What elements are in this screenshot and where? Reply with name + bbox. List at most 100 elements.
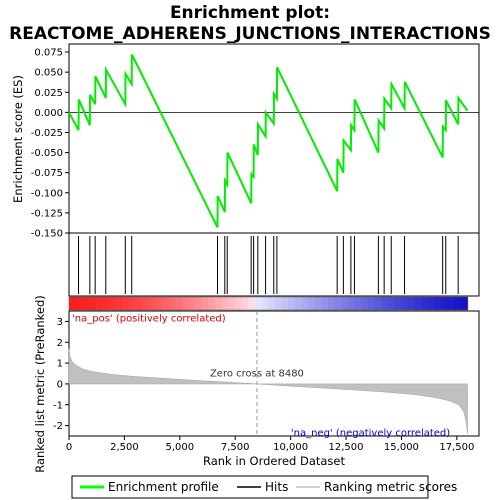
- metric-x-ticks: 0 2,500 5,000 7,500 10,000 12,500 15,000 17,500: [66, 436, 474, 453]
- color-bar-segment: [294, 297, 303, 310]
- color-bar-segment: [440, 297, 449, 310]
- chart-title-line2: REACTOME_ADHERENS_JUNCTIONS_INTERACTIONS: [9, 24, 491, 44]
- color-bar-segment: [308, 297, 316, 310]
- x-tick-label: 12,500: [329, 442, 364, 453]
- metric-y-tick-label: 2: [57, 338, 63, 349]
- color-bar-segment: [288, 297, 296, 310]
- color-bar-segment: [115, 297, 123, 310]
- negative-correlation-label: 'na_neg' (negatively correlated): [291, 428, 450, 439]
- es-panel-frame: [68, 43, 480, 234]
- color-bar-segment: [434, 297, 442, 310]
- color-bar-segment: [274, 297, 283, 310]
- color-bar-segment: [128, 297, 137, 310]
- color-bar-segment: [142, 297, 150, 310]
- color-bar-segment: [122, 297, 130, 310]
- color-bar-segment: [367, 297, 376, 310]
- legend-label: Hits: [265, 480, 288, 494]
- color-bar-segment: [301, 297, 309, 310]
- color-bar-segment: [102, 297, 110, 310]
- legend: Enrichment profile Hits Ranking metric sco…: [80, 480, 457, 494]
- es-y-tick-label: -0.100: [31, 188, 63, 199]
- color-bar-segment: [334, 297, 342, 310]
- color-bar-segment: [155, 297, 163, 310]
- color-bar-segment: [374, 297, 382, 310]
- color-bar-segment: [454, 297, 462, 310]
- metric-y-tick-label: 3: [57, 317, 63, 328]
- x-tick-label: 0: [66, 442, 72, 453]
- color-bar-segment: [341, 297, 349, 310]
- legend-label: Ranking metric scores: [324, 480, 457, 494]
- es-y-ticks: 0.075 0.050 0.025 0.000 -0.025 -0.050 -0.075 -0…: [31, 48, 69, 240]
- es-y-tick-label: -0.125: [31, 208, 63, 219]
- color-bar-segment: [268, 297, 276, 310]
- color-bar-segment: [248, 297, 256, 310]
- color-bar-segment: [354, 297, 362, 310]
- x-tick-label: 10,000: [273, 442, 308, 453]
- metric-y-ticks: 3 2 1 0 -1 -2: [53, 317, 69, 432]
- color-bar-segment: [420, 297, 429, 310]
- color-bar-segment: [447, 297, 455, 310]
- color-bar-segment: [254, 297, 263, 310]
- metric-y-axis-label: Ranked list metric (PreRanked): [33, 295, 47, 473]
- es-y-tick-label: -0.050: [31, 148, 63, 159]
- color-bar-segment: [281, 297, 289, 310]
- color-bar-segment: [427, 297, 435, 310]
- color-bar-segment: [69, 297, 77, 310]
- color-bar-segment: [361, 297, 369, 310]
- color-bar-segment: [195, 297, 203, 310]
- color-bar-segment: [175, 297, 183, 310]
- hit-marks: [78, 236, 459, 294]
- color-bar-segment: [148, 297, 156, 310]
- color-bar-segment: [401, 297, 409, 310]
- color-bar-segment: [381, 297, 389, 310]
- x-tick-label: 15,000: [384, 442, 419, 453]
- positive-correlation-label: 'na_pos' (positively correlated): [72, 313, 226, 324]
- color-bar-segment: [241, 297, 249, 310]
- color-bar-segment: [221, 297, 229, 310]
- color-bar-segment: [181, 297, 190, 310]
- color-bar-segment: [95, 297, 103, 310]
- zero-cross-label: Zero cross at 8480: [210, 369, 304, 380]
- color-bar-segment: [215, 297, 223, 310]
- metric-y-tick-label: 0: [57, 379, 63, 390]
- color-bar-segment: [135, 297, 143, 310]
- x-axis-label: Rank in Ordered Dataset: [203, 454, 346, 468]
- color-bar-segment: [394, 297, 402, 310]
- color-bar-segment: [328, 297, 336, 310]
- color-bar-segment: [235, 297, 243, 310]
- x-tick-label: 5,000: [165, 442, 194, 453]
- x-tick-label: 17,500: [439, 442, 474, 453]
- color-bar-segment: [460, 297, 469, 310]
- x-tick-label: 7,500: [221, 442, 250, 453]
- color-bar-segment: [228, 297, 236, 310]
- enrichment-profile-line: [68, 54, 469, 228]
- ranking-metric-area: [68, 348, 468, 434]
- color-bar-segment: [168, 297, 176, 310]
- color-bar-segment: [414, 297, 422, 310]
- metric-y-tick-label: 1: [57, 359, 63, 370]
- color-bar-outline: [68, 296, 468, 311]
- color-bar-segment: [188, 297, 196, 310]
- metric-y-tick-label: -2: [53, 421, 63, 432]
- color-bar-segment: [407, 297, 415, 310]
- color-bar-segment: [321, 297, 329, 310]
- color-bar-segment: [108, 297, 117, 310]
- es-y-tick-label: 0.025: [34, 88, 63, 99]
- es-y-axis-label: Enrichment score (ES): [11, 75, 25, 203]
- legend-label: Enrichment profile: [108, 480, 219, 494]
- color-bar-segment: [88, 297, 97, 310]
- color-bar-segment: [201, 297, 210, 310]
- color-bar-segment: [75, 297, 83, 310]
- es-y-tick-label: -0.025: [31, 128, 63, 139]
- color-bar-segment: [161, 297, 170, 310]
- metric-y-tick-label: -1: [53, 400, 63, 411]
- color-bar-segment: [208, 297, 216, 310]
- color-bar-segment: [347, 297, 356, 310]
- es-y-tick-label: 0.050: [34, 68, 63, 79]
- color-bar-segment: [82, 297, 90, 310]
- es-y-tick-label: -0.150: [31, 229, 63, 240]
- es-y-tick-label: 0.000: [34, 108, 63, 119]
- es-y-tick-label: 0.075: [34, 48, 63, 59]
- rank-color-bar: [68, 296, 469, 311]
- es-y-tick-label: -0.075: [31, 168, 63, 179]
